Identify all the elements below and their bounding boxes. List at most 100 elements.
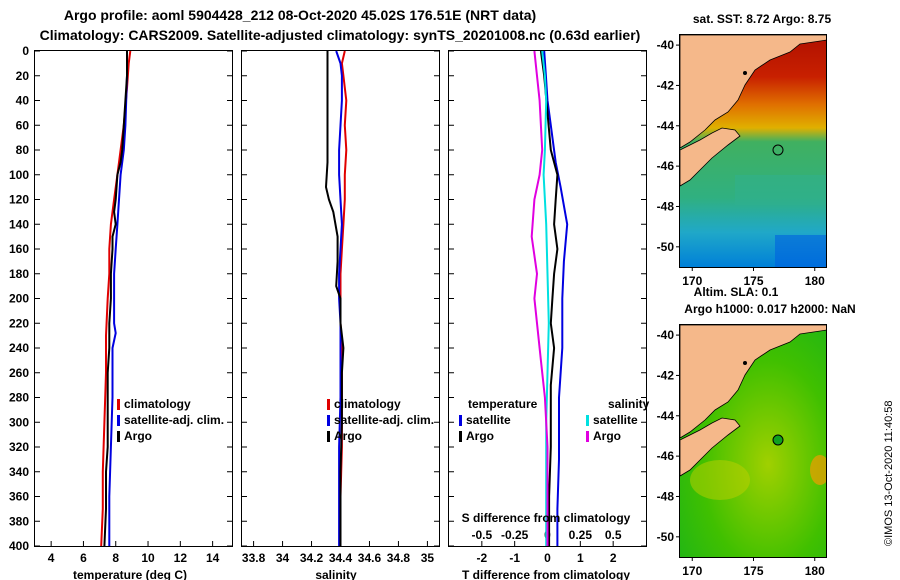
lat-tick-label: -40 <box>657 38 675 52</box>
pressure-tick-label: 340 <box>9 465 29 479</box>
legend-s-argo-swatch <box>586 431 589 442</box>
x-tick-label: -1 <box>509 551 520 565</box>
legend-t-argo-swatch <box>459 431 462 442</box>
legend-satellite-label: satellite-adj. clim. <box>124 413 224 427</box>
sla-lat-tick-labels: -40 -42 -44 -46 -48 -50 <box>657 328 680 544</box>
lat-tick-label: -46 <box>657 449 675 463</box>
x-tick-label: 10 <box>141 551 155 565</box>
x-tick-label: 33.8 <box>242 551 266 565</box>
s-tick-label: 0.25 <box>569 528 593 542</box>
x-tick-label: 34 <box>276 551 290 565</box>
temperature-series <box>100 50 132 547</box>
x-tick-label: 35 <box>421 551 435 565</box>
sst-lat-tick-labels: -40 -42 -44 -46 -48 -50 <box>657 38 680 254</box>
lon-tick-label: 180 <box>805 564 825 578</box>
series-line-s-argo <box>530 50 549 546</box>
lon-tick-label: 175 <box>743 564 763 578</box>
lat-tick-label: -40 <box>657 328 675 342</box>
sst-field-patch <box>735 175 827 205</box>
salinity-panel: 33.8 34 34.2 34.4 34.6 34.8 35 salinity climat… <box>241 50 440 580</box>
sla-map-title-line2: Argo h1000: 0.017 h2000: NaN <box>684 302 855 316</box>
s-difference-xlabel: S difference from climatology <box>462 511 631 525</box>
temperature-panel: 0204060801001201401601802002202402602803… <box>9 44 646 580</box>
lat-tick-label: -44 <box>657 409 675 423</box>
pressure-tick-label: 360 <box>9 490 29 504</box>
pressure-tick-label: 160 <box>9 242 29 256</box>
pressure-tick-label: 180 <box>9 267 29 281</box>
legend-t-satellite-label: satellite <box>466 413 511 427</box>
island-marker <box>743 361 747 365</box>
pressure-tick-label: 100 <box>9 168 29 182</box>
sla-lon-tick-labels: 170 175 180 <box>682 557 825 578</box>
x-tick-label: 1 <box>577 551 584 565</box>
pressure-tick-label: 140 <box>9 217 29 231</box>
pressure-tick-label: 280 <box>9 391 29 405</box>
salinity-xlabel: salinity <box>315 568 357 580</box>
argo-position-marker <box>772 144 784 156</box>
pressure-tick-label: 240 <box>9 341 29 355</box>
legend-s-satellite-swatch <box>586 415 589 426</box>
sla-field-patch <box>810 455 827 485</box>
difference-axes <box>448 50 647 547</box>
difference-legend: temperature satellite Argo salinity sate… <box>459 397 650 443</box>
difference-panel: -2 -1 0 1 2 -0.5 -0.25 0 0.25 0.5 S difference f… <box>448 50 650 580</box>
figure-subtitle: Climatology: CARS2009. Satellite-adjuste… <box>40 27 641 43</box>
legend-satellite-swatch <box>327 415 330 426</box>
lon-tick-label: 170 <box>682 564 702 578</box>
lat-tick-label: -48 <box>657 489 675 503</box>
land-mass <box>680 417 741 477</box>
legend-s-argo-label: Argo <box>593 429 621 443</box>
x-tick-label: 0 <box>544 551 551 565</box>
legend-temperature-title: temperature <box>468 397 538 411</box>
series-line-satellite-adj-clim- <box>108 51 128 546</box>
x-tick-label: 2 <box>610 551 617 565</box>
pressure-tick-label: 120 <box>9 193 29 207</box>
legend-climatology-label: climatology <box>124 397 191 411</box>
lon-tick-label: 175 <box>743 274 763 288</box>
sst-field-patch <box>775 235 827 267</box>
s-tick-label: -0.25 <box>501 528 529 542</box>
pressure-tick-label: 220 <box>9 316 29 330</box>
pressure-tick-label: 80 <box>16 143 30 157</box>
temperature-axes <box>34 50 233 547</box>
legend-argo-swatch <box>117 431 120 442</box>
legend-s-satellite-label: satellite <box>593 413 638 427</box>
series-line-satellite-adj-clim- <box>335 50 343 546</box>
pressure-tick-label: 400 <box>9 539 29 553</box>
sst-map-title: sat. SST: 8.72 Argo: 8.75 <box>693 12 832 26</box>
x-tick-label: 4 <box>48 551 55 565</box>
lat-tick-label: -50 <box>657 240 675 254</box>
x-tick-label: 34.6 <box>358 551 382 565</box>
temperature-tick-labels: 4 6 8 10 12 14 <box>48 541 220 565</box>
legend-climatology-label: climatology <box>334 397 401 411</box>
pressure-tick-label: 320 <box>9 440 29 454</box>
x-tick-label: 6 <box>80 551 87 565</box>
legend-t-argo-label: Argo <box>466 429 494 443</box>
legend-salinity-title: salinity <box>608 397 650 411</box>
lat-tick-label: -44 <box>657 119 675 133</box>
x-tick-label: -2 <box>476 551 487 565</box>
sst-lon-tick-labels: 170 175 180 <box>682 267 825 288</box>
x-tick-label: 34.4 <box>329 551 353 565</box>
series-line-t-satellite <box>543 50 569 546</box>
legend-satellite-label: satellite-adj. clim. <box>334 413 434 427</box>
lon-tick-label: 180 <box>805 274 825 288</box>
pressure-tick-label: 300 <box>9 415 29 429</box>
series-line-argo <box>103 51 128 547</box>
pressure-tick-label: 200 <box>9 292 29 306</box>
pressure-tick-label: 380 <box>9 514 29 528</box>
x-tick-label: 34.2 <box>300 551 324 565</box>
land-mass <box>680 35 827 149</box>
series-line-argo <box>324 51 345 546</box>
island-marker <box>743 71 747 75</box>
lat-tick-label: -42 <box>657 78 675 92</box>
series-line-t-argo <box>539 50 559 546</box>
temperature-xlabel: temperature (deg C) <box>73 568 187 580</box>
lat-tick-label: -50 <box>657 530 675 544</box>
lat-tick-label: -48 <box>657 199 675 213</box>
land-mass <box>680 127 741 187</box>
legend-argo-label: Argo <box>124 429 152 443</box>
x-tick-label: 8 <box>112 551 119 565</box>
pressure-tick-label: 40 <box>16 94 30 108</box>
